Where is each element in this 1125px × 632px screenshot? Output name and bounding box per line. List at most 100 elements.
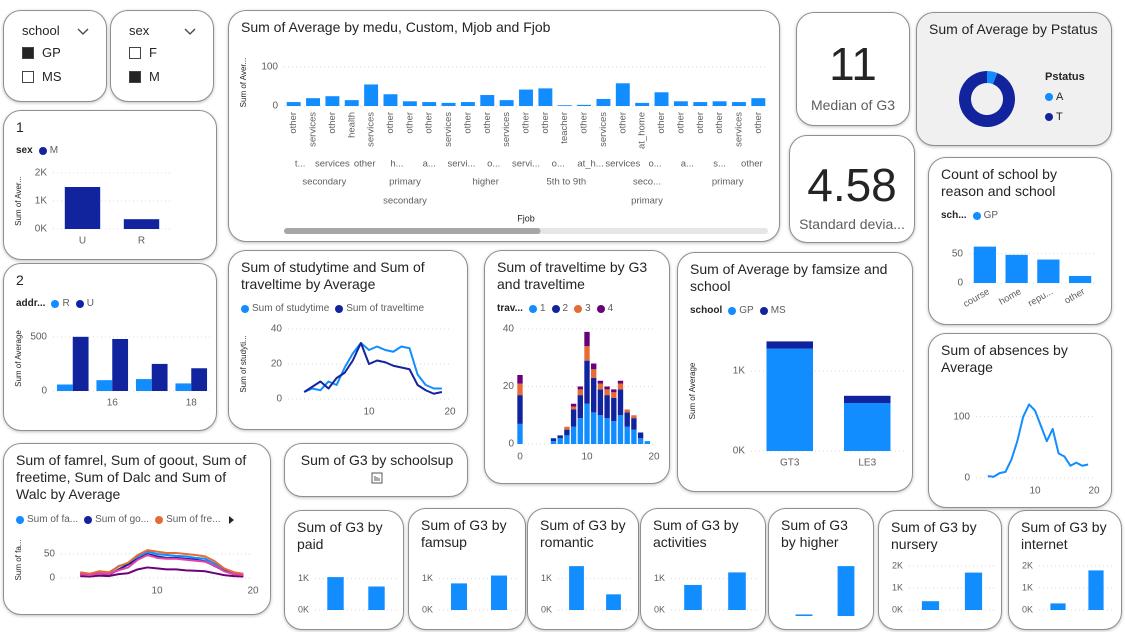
y-tick-label: 1K bbox=[733, 366, 746, 377]
plot-area: 0 50 Sum of fa... 10 20 bbox=[14, 540, 259, 597]
bar-segment bbox=[570, 426, 577, 444]
chart-title: Sum of G3 by paid bbox=[297, 519, 383, 552]
bar bbox=[480, 95, 495, 106]
slicer-item[interactable]: MS bbox=[22, 69, 62, 84]
legend: sex M bbox=[16, 145, 58, 156]
slicer-item[interactable]: GP bbox=[22, 45, 61, 60]
line-series bbox=[80, 549, 244, 575]
bar bbox=[606, 594, 621, 610]
legend-item: Sum of traveltime bbox=[335, 303, 424, 314]
visual: Sum of Average by Pstatus Pstatus A T bbox=[916, 12, 1112, 146]
x-tick-label: other bbox=[617, 112, 628, 134]
bar bbox=[422, 102, 437, 106]
legend-label: R bbox=[62, 298, 70, 309]
bar bbox=[731, 102, 746, 106]
bar bbox=[795, 614, 813, 616]
bar-segment bbox=[637, 432, 644, 439]
bar-segment bbox=[631, 415, 637, 419]
visual: 0 50 Sum of fa... 10 20 Sum of famrel, Sum of… bbox=[3, 443, 271, 615]
legend: Sum of studytime Sum of traveltime bbox=[241, 303, 424, 314]
x-tick-label: repu... bbox=[1026, 286, 1055, 309]
bar-segment bbox=[631, 418, 637, 430]
group-label: 5th to 9th bbox=[547, 177, 587, 188]
bar bbox=[491, 575, 507, 610]
y-tick-label: 2K bbox=[1022, 560, 1033, 570]
y-axis-title: Sum of Average bbox=[688, 362, 697, 419]
bar-segment bbox=[570, 403, 577, 407]
slicer-item[interactable]: M bbox=[129, 69, 160, 84]
group-label: other bbox=[354, 159, 376, 170]
bar bbox=[615, 83, 630, 106]
legend-label: GP bbox=[983, 210, 999, 221]
bar-segment bbox=[604, 418, 610, 444]
x-tick-label: 20 bbox=[247, 586, 259, 597]
y-tick-label: 0 bbox=[49, 573, 55, 584]
legend-item: 1 bbox=[528, 303, 546, 314]
x-tick-label: other bbox=[695, 112, 706, 134]
chevron-line bbox=[77, 28, 89, 35]
scroll-thumb[interactable] bbox=[284, 228, 541, 234]
bar-segment bbox=[597, 415, 604, 444]
x-tick-label: 20 bbox=[1088, 486, 1100, 497]
legend-item: Sum of go... bbox=[84, 514, 149, 525]
visual: 0 50 course home repu... other Count of school… bbox=[928, 157, 1112, 325]
chevron[interactable] bbox=[183, 27, 197, 37]
checkbox bbox=[22, 46, 34, 59]
legend: Sum of fa... Sum of go... Sum of fre... bbox=[16, 514, 235, 525]
legend-swatch bbox=[38, 146, 47, 155]
chart-title: Count of school by reason and school bbox=[941, 166, 1057, 199]
legend-title: sex bbox=[16, 145, 33, 156]
bar-segment bbox=[597, 389, 604, 416]
bar bbox=[728, 572, 746, 610]
bar-segment bbox=[617, 383, 624, 390]
x-tick-label: services bbox=[366, 112, 377, 147]
bar bbox=[460, 102, 475, 106]
x-tick-label: other bbox=[1063, 286, 1087, 306]
y-tick-label: 0K bbox=[892, 604, 903, 614]
line-series bbox=[987, 403, 1089, 478]
visual: Sum of G3 by higher bbox=[768, 508, 874, 630]
plot-area: 0 20 40 Sum of studyti... 10 20 bbox=[239, 324, 456, 418]
bar-segment bbox=[517, 395, 523, 424]
x-tick-label: other bbox=[482, 112, 493, 134]
y-tick-label: 1K bbox=[1022, 582, 1033, 592]
legend-item: M bbox=[38, 145, 59, 156]
bar bbox=[306, 98, 321, 106]
y-tick-label: 0K bbox=[541, 604, 552, 614]
x-tick-label: 10 bbox=[1029, 486, 1041, 497]
bar-segment bbox=[584, 346, 590, 361]
bar-segment bbox=[591, 377, 597, 413]
legend-label: Sum of fa... bbox=[27, 514, 79, 525]
chevron[interactable] bbox=[76, 27, 90, 37]
legend-item: 4 bbox=[596, 303, 613, 314]
y-tick-label: 0 bbox=[508, 439, 514, 450]
bar-segment bbox=[584, 331, 590, 347]
legend-item: U bbox=[75, 298, 94, 309]
legend-label: M bbox=[49, 145, 59, 156]
bar-segment bbox=[624, 412, 630, 427]
legend: trav... 1 2 3 4 bbox=[497, 303, 613, 314]
group-label: o... bbox=[648, 159, 661, 170]
bar-segment bbox=[604, 386, 610, 390]
slicer-item[interactable]: F bbox=[129, 45, 157, 60]
bar-segment bbox=[577, 418, 583, 444]
bar-segment bbox=[584, 403, 590, 444]
bar bbox=[402, 101, 417, 106]
x-tick-label: other bbox=[424, 112, 435, 134]
y-tick-label: 0K bbox=[35, 224, 48, 235]
legend-swatch bbox=[51, 299, 60, 308]
x-tick-label: health bbox=[346, 112, 357, 138]
slicer-item-label: M bbox=[149, 69, 160, 84]
legend-more[interactable] bbox=[227, 515, 235, 524]
bar bbox=[538, 88, 553, 106]
group-label: a... bbox=[681, 159, 694, 170]
legend-item: Sum of fa... bbox=[16, 514, 78, 525]
visual: 0 100 Sum of Aver... Fjob other services other… bbox=[228, 10, 780, 242]
y-tick-label: 20 bbox=[271, 359, 283, 370]
chart-title: Sum of Average by famsize and school bbox=[690, 261, 888, 294]
x-tick-label: course bbox=[961, 286, 991, 310]
chart-title: Sum of G3 by nursery bbox=[891, 519, 977, 552]
legend-swatch bbox=[16, 515, 24, 524]
legend-item: GP bbox=[728, 305, 754, 316]
